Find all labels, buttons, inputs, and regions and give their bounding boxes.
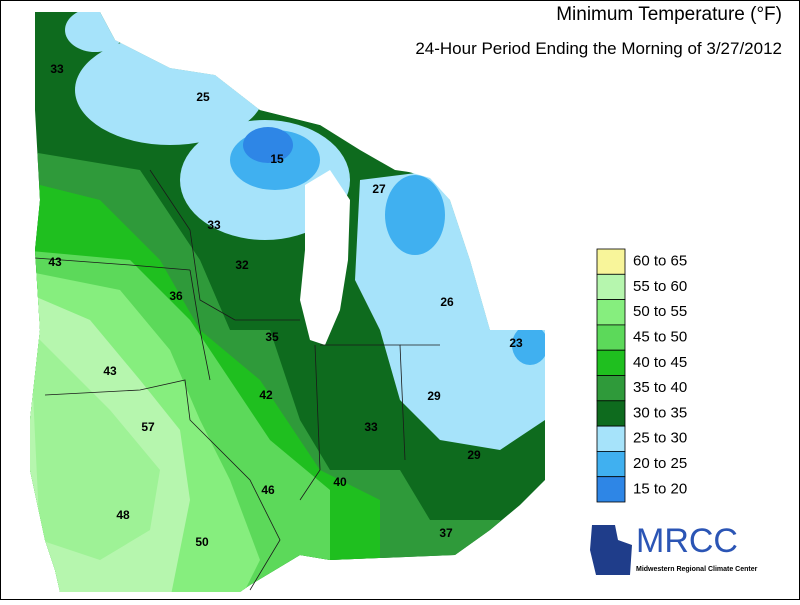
legend-label: 25 to 30: [633, 430, 687, 447]
legend-label: 35 to 40: [633, 379, 687, 396]
logo-name: MRCC: [636, 522, 738, 560]
station-label: 15: [270, 152, 284, 166]
legend-label: 60 to 65: [633, 253, 687, 270]
legend-label: 15 to 20: [633, 480, 687, 497]
legend-swatch: [596, 248, 626, 275]
station-label: 29: [467, 448, 481, 462]
legend-swatch: [596, 425, 626, 452]
legend-swatch: [596, 400, 626, 427]
legend-swatch: [596, 375, 626, 402]
station-label: 35: [265, 330, 279, 344]
legend-swatch: [596, 450, 626, 478]
legend-label: 30 to 35: [633, 404, 687, 421]
station-label: 37: [439, 526, 453, 540]
legend-swatch: [596, 349, 626, 376]
station-label: 57: [141, 420, 155, 434]
station-label: 29: [427, 389, 441, 403]
station-label: 40: [333, 475, 347, 489]
legend-swatch: [596, 476, 626, 503]
logo-map: [590, 525, 632, 575]
legend-label: 55 to 60: [633, 278, 687, 295]
station-labels: 33 25 15 27 33 32 43 36 26 35 23 43 42 29 57 33 29 40 46 48…: [48, 62, 523, 549]
map-title: Minimum Temperature (°F): [556, 4, 782, 25]
station-label: 33: [207, 218, 221, 232]
legend: 60 to 65 55 to 60 50 to 55 45 to 50 40 to 45…: [596, 248, 687, 503]
legend-label: 50 to 55: [633, 303, 687, 320]
station-label: 25: [196, 90, 210, 104]
map-subtitle: 24-Hour Period Ending the Morning of 3/2…: [415, 39, 782, 58]
legend-swatch: [596, 299, 626, 326]
station-label: 33: [50, 62, 64, 76]
logo: MRCC Midwestern Regional Climate Center: [590, 522, 758, 575]
legend-label: 45 to 50: [633, 329, 687, 346]
station-label: 23: [509, 336, 523, 350]
state-borders: [34, 169, 440, 591]
legend-label: 20 to 25: [633, 455, 687, 472]
station-label: 43: [103, 364, 117, 378]
legend-label: 40 to 45: [633, 354, 687, 371]
station-label: 50: [195, 535, 209, 549]
station-label: 42: [259, 388, 273, 402]
legend-swatch: [596, 273, 626, 300]
station-label: 36: [169, 289, 183, 303]
station-label: 26: [440, 295, 454, 309]
lakes: [110, 14, 560, 345]
station-label: 43: [48, 255, 62, 269]
station-label: 33: [364, 420, 378, 434]
station-label: 48: [116, 508, 130, 522]
station-label: 32: [235, 258, 249, 272]
station-label: 46: [261, 483, 275, 497]
logo-caption: Midwestern Regional Climate Center: [636, 566, 758, 573]
legend-swatch: [596, 324, 626, 351]
station-label: 27: [372, 182, 386, 196]
